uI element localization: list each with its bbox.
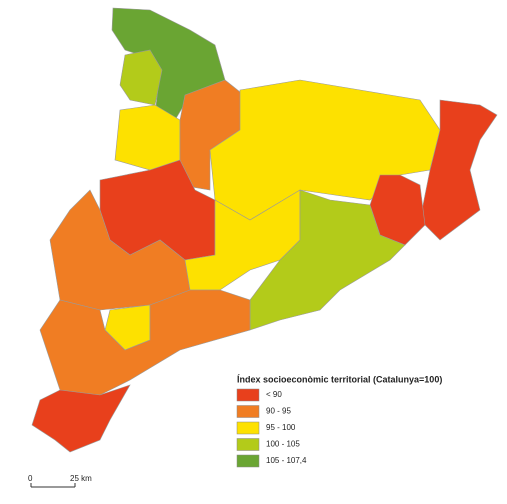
legend-swatch — [236, 388, 260, 402]
legend-label: 95 - 100 — [266, 423, 296, 432]
scale-label: 25 km — [70, 474, 92, 483]
regions — [31, 7, 498, 453]
legend-swatch — [236, 405, 260, 418]
legend-label: < 90 — [266, 390, 282, 399]
legend-label: 100 - 105 — [266, 440, 300, 449]
legend-swatch — [236, 421, 260, 435]
region — [31, 384, 131, 453]
legend-swatch — [236, 454, 260, 468]
legend-label: 90 - 95 — [266, 407, 291, 416]
scale-bar: 0 25 km — [28, 474, 92, 488]
region — [114, 104, 181, 171]
scale-label: 0 — [28, 474, 33, 483]
legend-label: 105 - 107,4 — [266, 456, 307, 465]
legend-title: Índex socioeconòmic territorial (Catalun… — [237, 374, 442, 384]
region — [419, 99, 498, 241]
region — [184, 189, 301, 291]
legend-swatch — [236, 438, 260, 451]
region — [249, 189, 406, 331]
legend: < 90 90 - 95 95 - 100 100 - 105 105 - 107,4 — [236, 388, 307, 468]
